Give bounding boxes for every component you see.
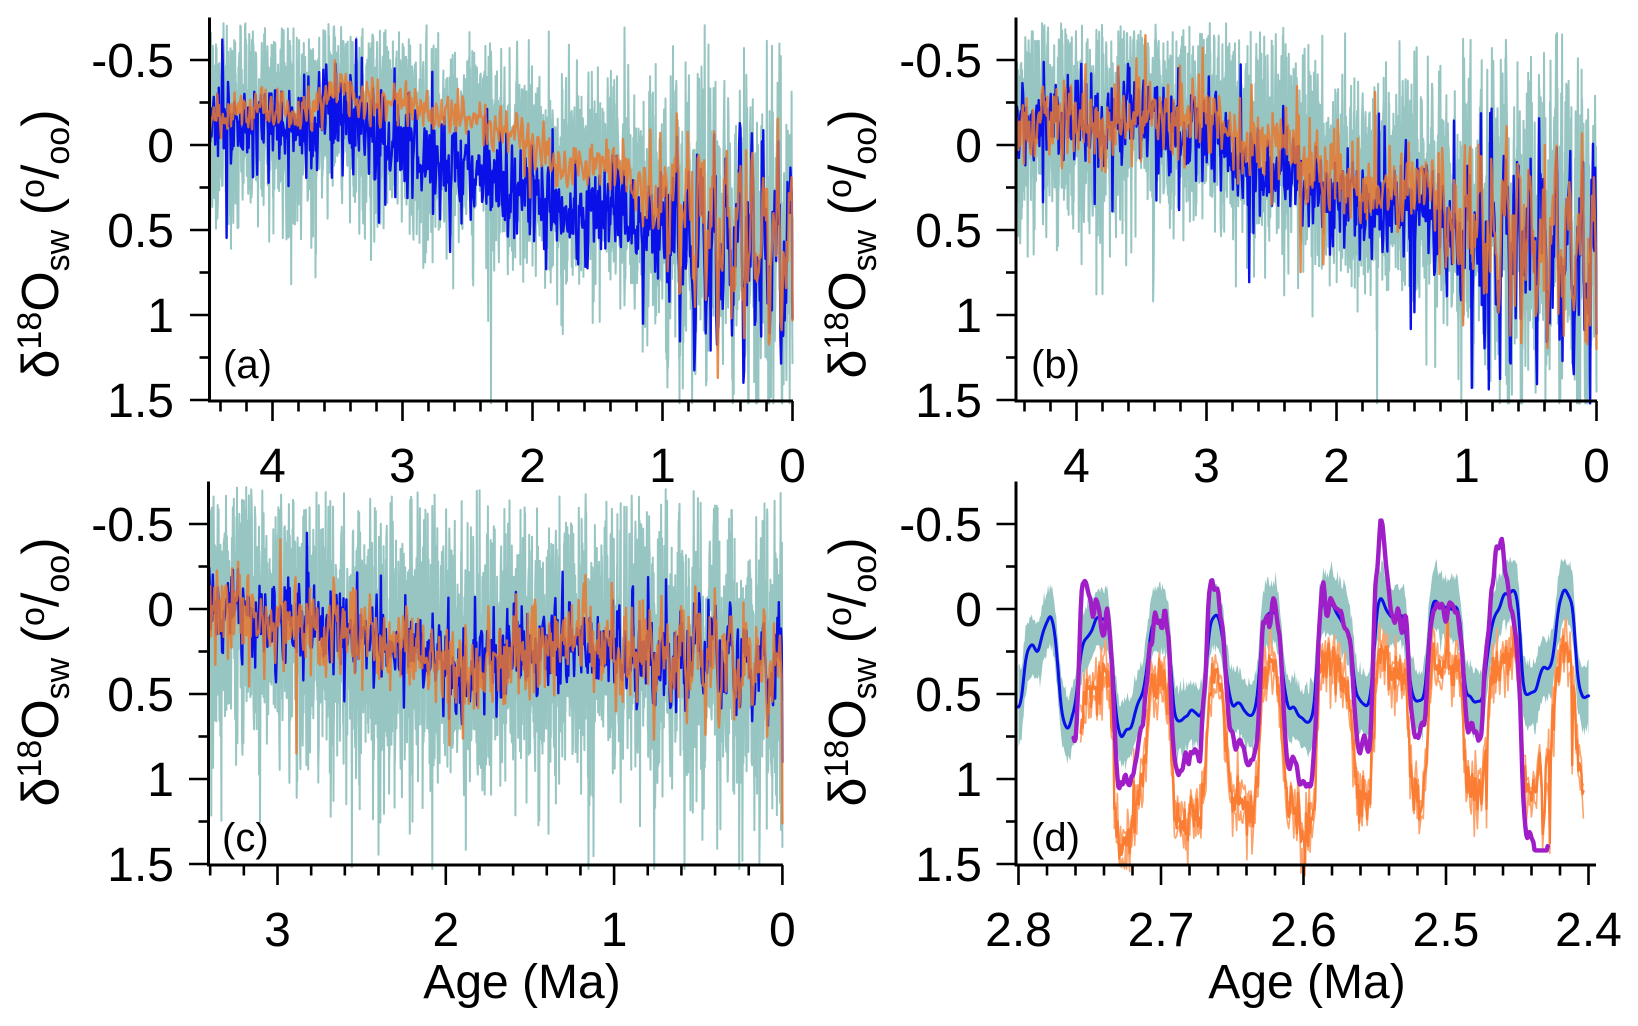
svg-text:2.7: 2.7: [1128, 904, 1195, 957]
svg-text:-0.5: -0.5: [899, 35, 982, 88]
svg-text:1.5: 1.5: [107, 375, 174, 428]
svg-text:0: 0: [955, 584, 982, 637]
svg-text:2.5: 2.5: [1413, 904, 1480, 957]
svg-text:1: 1: [955, 754, 982, 807]
svg-text:(d): (d): [1031, 816, 1080, 860]
svg-text:1.5: 1.5: [107, 839, 174, 892]
svg-text:2: 2: [1323, 440, 1350, 493]
svg-text:1: 1: [649, 440, 676, 493]
svg-text:0: 0: [147, 584, 174, 637]
svg-text:2.8: 2.8: [985, 904, 1052, 957]
svg-text:(b): (b): [1031, 343, 1080, 387]
svg-text:1: 1: [147, 754, 174, 807]
svg-text:Age (Ma): Age (Ma): [423, 956, 620, 1009]
svg-text:2.4: 2.4: [1555, 904, 1622, 957]
svg-text:0.5: 0.5: [915, 205, 982, 258]
svg-text:0: 0: [1583, 440, 1610, 493]
svg-text:(a): (a): [223, 343, 272, 387]
svg-text:0: 0: [955, 120, 982, 173]
svg-text:1: 1: [955, 290, 982, 343]
svg-text:1.5: 1.5: [915, 375, 982, 428]
svg-text:4: 4: [259, 440, 286, 493]
svg-text:1: 1: [601, 904, 628, 957]
svg-text:2: 2: [519, 440, 546, 493]
svg-text:4: 4: [1063, 440, 1090, 493]
svg-text:1: 1: [1453, 440, 1480, 493]
svg-text:0.5: 0.5: [107, 669, 174, 722]
svg-text:0: 0: [769, 904, 796, 957]
svg-text:0.5: 0.5: [107, 205, 174, 258]
svg-text:0: 0: [147, 120, 174, 173]
svg-text:1: 1: [147, 290, 174, 343]
svg-text:Age (Ma): Age (Ma): [1208, 956, 1405, 1009]
svg-text:0: 0: [779, 440, 806, 493]
svg-text:2.6: 2.6: [1270, 904, 1337, 957]
svg-text:0.5: 0.5: [915, 669, 982, 722]
svg-text:-0.5: -0.5: [899, 499, 982, 552]
svg-text:3: 3: [1193, 440, 1220, 493]
svg-text:1.5: 1.5: [915, 839, 982, 892]
svg-text:2: 2: [432, 904, 459, 957]
svg-text:-0.5: -0.5: [91, 35, 174, 88]
svg-text:(c): (c): [222, 816, 269, 860]
svg-text:-0.5: -0.5: [91, 499, 174, 552]
svg-text:3: 3: [389, 440, 416, 493]
svg-text:3: 3: [264, 904, 291, 957]
